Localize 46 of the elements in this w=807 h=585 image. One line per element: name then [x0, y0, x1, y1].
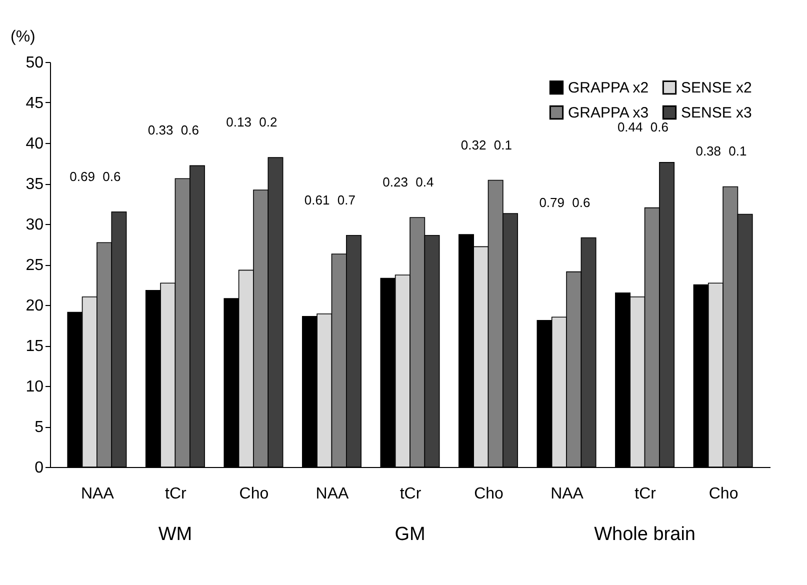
annotation: 0.7 [337, 192, 356, 208]
annotation: 0.13 [226, 114, 252, 130]
legend-label: SENSE x2 [681, 80, 752, 97]
x-tick-label: NAA [550, 486, 584, 502]
annotation: 0.38 [696, 144, 722, 159]
y-tick-label: 50 [26, 54, 44, 72]
x-tick-label: Cho [474, 486, 504, 502]
x-tick-label: tCr [400, 486, 422, 502]
annotation: 0.6 [180, 122, 199, 138]
y-tick-label: 30 [26, 216, 44, 234]
x-tick-label: tCr [165, 486, 188, 502]
x-tick-label: tCr [634, 486, 657, 502]
annotation: 0.69 [70, 168, 95, 184]
annotation: 0.6 [102, 168, 121, 184]
x-tick-label: Cho [708, 486, 738, 502]
y-tick-label: 25 [26, 257, 44, 274]
text: GM [394, 524, 426, 545]
legend-label: GRAPPA x2 [568, 80, 649, 97]
y-tick-label: 20 [26, 298, 44, 314]
y-axis-title: (%) [10, 28, 36, 46]
x-tick-label: NAA [316, 486, 350, 502]
annotation: 0.6 [650, 119, 668, 134]
annotation: 0.6 [572, 194, 590, 210]
text: Whole brain [594, 524, 696, 545]
annotation: 0.79 [539, 194, 565, 210]
y-tick-label: 5 [34, 419, 44, 436]
legend-label: GRAPPA x3 [568, 104, 649, 122]
y-tick-label: 10 [26, 378, 44, 396]
y-tick-label: 40 [26, 136, 44, 152]
annotation: 0.2 [259, 114, 278, 130]
x-tick-label: Cho [239, 486, 269, 502]
annotation: 0.1 [494, 137, 512, 152]
legend-label: SENSE x3 [681, 104, 752, 122]
text: WM [158, 524, 192, 545]
y-tick-label: 15 [26, 338, 44, 355]
annotation: 0.33 [148, 122, 174, 138]
y-tick-label: 0 [34, 460, 44, 476]
annotation: 0.61 [304, 192, 330, 208]
annotation: 0.23 [382, 174, 408, 190]
annotation: 0.4 [416, 174, 434, 190]
annotation: 0.1 [728, 144, 747, 159]
annotation: 0.32 [460, 137, 486, 152]
annotation: 0.44 [617, 119, 643, 134]
x-tick-label: NAA [81, 486, 114, 502]
y-tick-label: 45 [26, 95, 44, 112]
y-tick-label: 35 [26, 176, 44, 193]
